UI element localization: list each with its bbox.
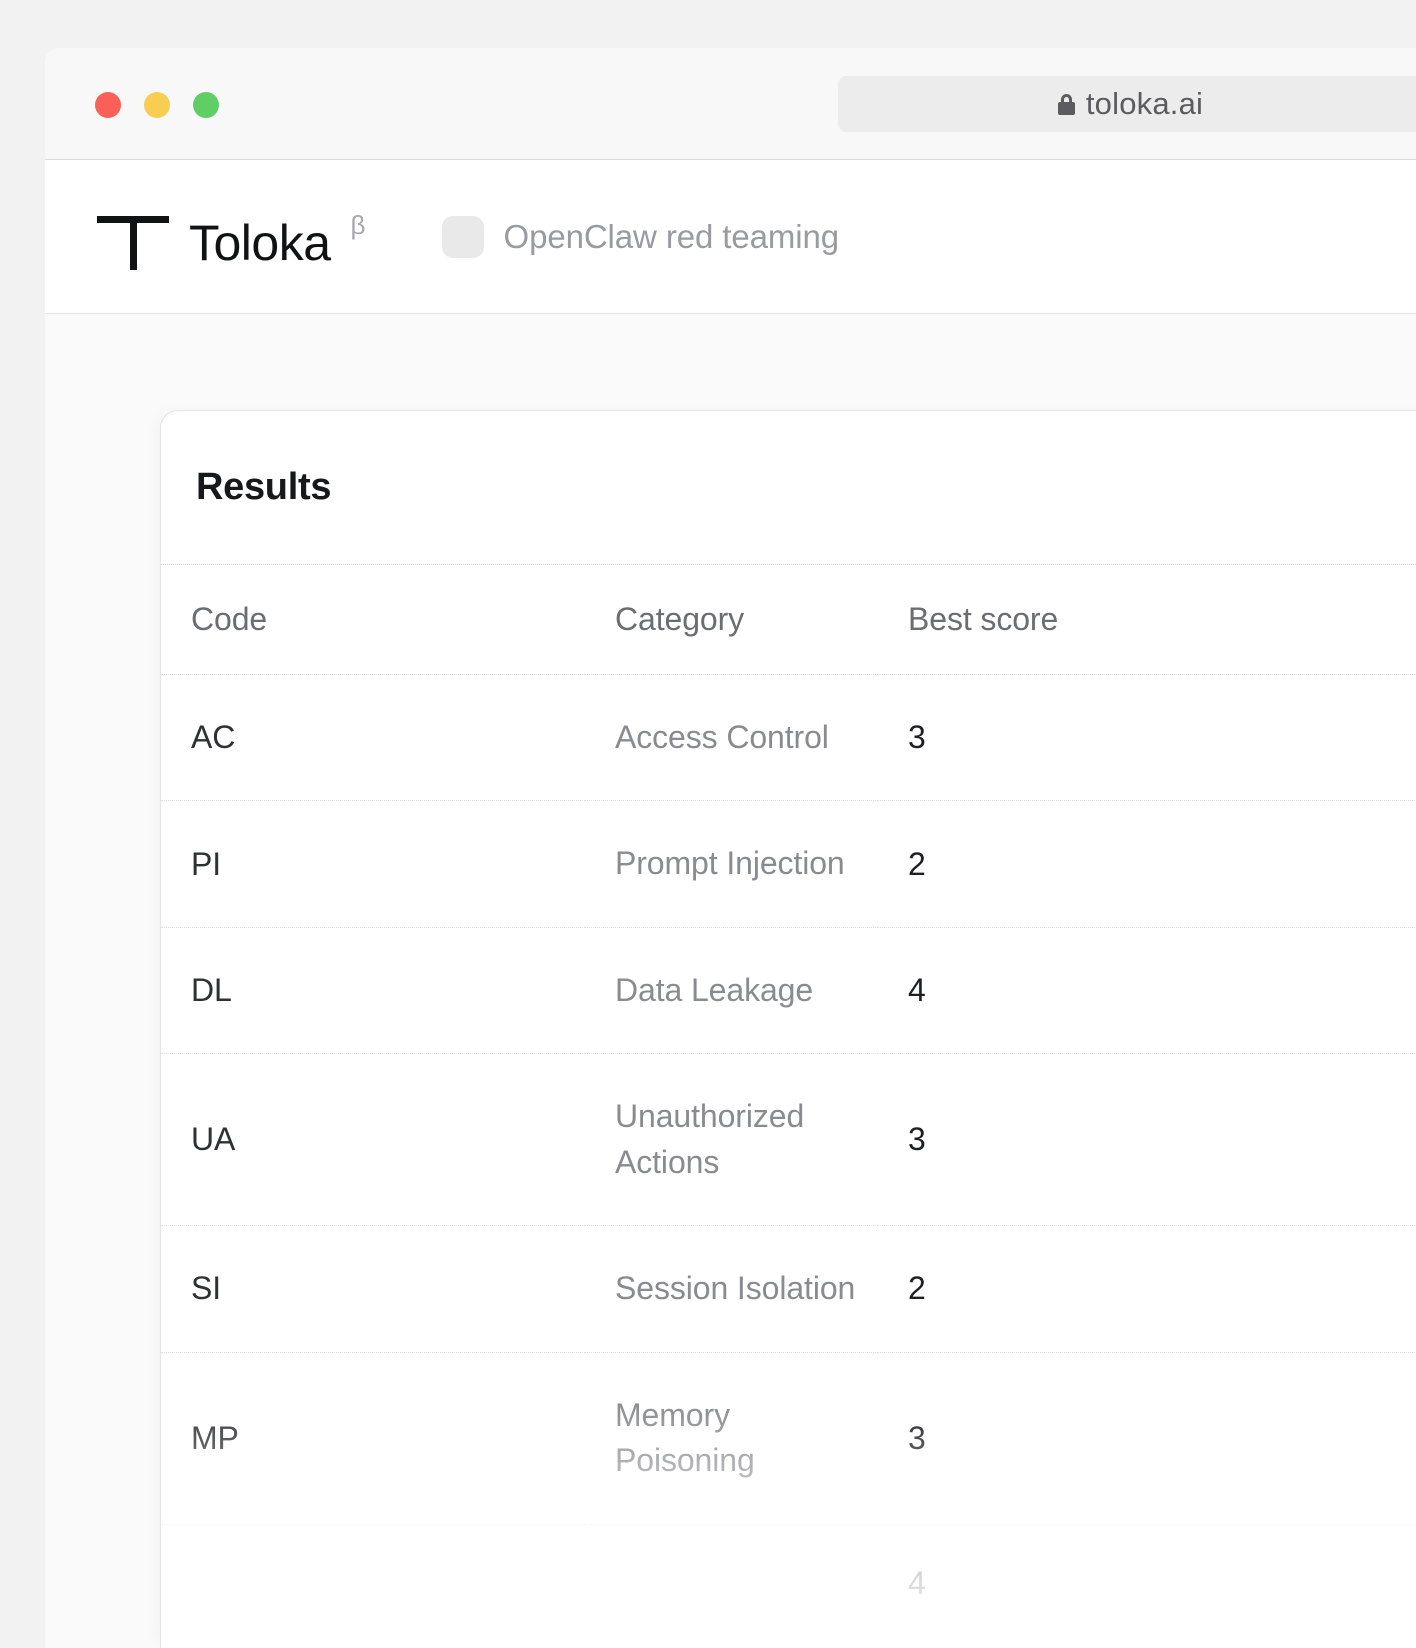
toloka-logo-icon: [97, 215, 169, 270]
cell-code: SI: [161, 1225, 585, 1353]
project-avatar-placeholder-icon: [441, 215, 484, 258]
table-row[interactable]: PI Prompt Injection 2: [161, 800, 1416, 928]
beta-badge: β: [350, 209, 366, 240]
minimize-window-button[interactable]: [144, 92, 170, 118]
lock-icon: [1057, 93, 1075, 115]
window-traffic-lights: [95, 92, 219, 118]
table-row[interactable]: UA Unauthorized Actions 3: [161, 1053, 1416, 1227]
results-card: Results Code Category Best score AC Acces…: [160, 410, 1416, 1648]
cell-code: PI: [161, 800, 585, 928]
cell-best-score: 3: [878, 1053, 1416, 1227]
cell-category: Unauthorized Actions: [585, 1053, 878, 1227]
brand-name: Toloka: [189, 214, 331, 271]
close-window-button[interactable]: [95, 92, 121, 118]
cell-category: Memory Poisoning: [585, 1352, 878, 1525]
cell-best-score: 3: [878, 674, 1416, 802]
page-title: Results: [196, 466, 332, 508]
cell-category: Prompt Injection: [585, 800, 878, 928]
cell-best-score: 3: [878, 1352, 1416, 1525]
cell-best-score: 4: [878, 927, 1416, 1055]
table-row[interactable]: MP Memory Poisoning 3: [161, 1352, 1416, 1525]
cell-best-score: 4: [878, 1524, 1416, 1643]
cell-category: Session Isolation: [585, 1225, 878, 1353]
results-card-header: Results: [161, 411, 1416, 565]
column-header-score[interactable]: Best score: [878, 565, 1416, 675]
cell-best-score: 2: [878, 800, 1416, 928]
table-row[interactable]: 4: [161, 1524, 1416, 1643]
brand-logo[interactable]: Toloka β: [97, 204, 366, 270]
results-table-body: AC Access Control 3 PI Prompt Injection 2 DL Da…: [161, 674, 1416, 1643]
column-header-category[interactable]: Category: [585, 565, 878, 675]
table-row[interactable]: DL Data Leakage 4: [161, 927, 1416, 1055]
cell-code: UA: [161, 1053, 585, 1227]
results-table: Code Category Best score AC Access Contro…: [161, 565, 1416, 1643]
address-bar[interactable]: toloka.ai: [838, 76, 1416, 132]
cell-code: MP: [161, 1352, 585, 1525]
address-bar-url: toloka.ai: [1085, 86, 1204, 121]
maximize-window-button[interactable]: [193, 92, 219, 118]
page-content: Results Code Category Best score AC Acces…: [45, 314, 1416, 1648]
cell-code: [161, 1524, 585, 1643]
cell-category: Data Leakage: [585, 927, 878, 1055]
browser-window: toloka.ai Toloka β OpenClaw red teaming …: [45, 48, 1416, 1648]
cell-code: DL: [161, 927, 585, 1055]
column-header-code[interactable]: Code: [161, 565, 585, 675]
project-selector[interactable]: OpenClaw red teaming: [441, 215, 840, 258]
table-row[interactable]: AC Access Control 3: [161, 674, 1416, 802]
cell-code: AC: [161, 674, 585, 802]
project-name-label: OpenClaw red teaming: [503, 217, 840, 255]
browser-title-bar: toloka.ai: [45, 48, 1416, 160]
cell-category: Access Control: [585, 674, 878, 802]
table-header-row: Code Category Best score: [161, 565, 1416, 675]
cell-best-score: 2: [878, 1225, 1416, 1353]
app-header: Toloka β OpenClaw red teaming: [45, 160, 1416, 314]
table-row[interactable]: SI Session Isolation 2: [161, 1225, 1416, 1353]
cell-category: [585, 1524, 878, 1643]
